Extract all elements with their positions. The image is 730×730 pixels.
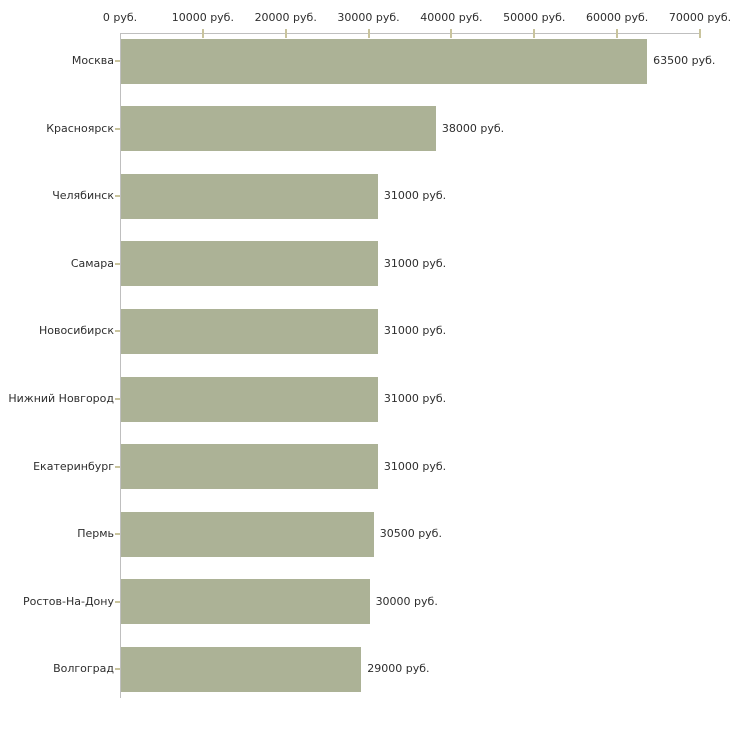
value-label: 31000 руб.: [383, 256, 447, 270]
y-axis-tick: [115, 262, 120, 265]
value-label: 31000 руб.: [383, 324, 447, 338]
x-axis-line: [120, 33, 700, 34]
y-axis-tick: [115, 668, 120, 671]
x-axis-tick: [616, 29, 619, 38]
y-axis-tick: [115, 127, 120, 130]
y-axis-tick: [115, 465, 120, 468]
category-label: Самара: [70, 256, 114, 270]
x-axis-tick: [533, 29, 536, 38]
x-axis-tick: [367, 29, 370, 38]
bar: [121, 173, 378, 219]
category-label: Нижний Новгород: [8, 392, 114, 405]
y-axis-tick: [115, 195, 120, 198]
y-axis-tick: [115, 600, 120, 603]
x-axis-tick-label: 0 руб.: [102, 11, 138, 24]
bar: [121, 444, 378, 490]
bar: [121, 106, 436, 152]
x-axis-tick-label: 10000 руб.: [171, 11, 234, 24]
bar: [121, 241, 378, 287]
bar: [121, 38, 648, 84]
bar: [121, 646, 362, 692]
x-axis-tick: [699, 29, 701, 38]
x-axis-tick: [201, 29, 204, 38]
value-label: 29000 руб.: [367, 662, 430, 676]
x-axis-tick-label: 60000 руб.: [586, 11, 649, 24]
x-axis-tick-label: 70000 руб.: [668, 11, 730, 24]
x-axis-tick-label: 20000 руб.: [254, 11, 317, 24]
bar: [121, 308, 378, 354]
value-label: 30500 руб.: [379, 527, 442, 541]
x-axis-tick: [284, 29, 287, 38]
x-axis-tick-label: 40000 руб.: [420, 11, 483, 24]
bar: [121, 579, 370, 625]
x-axis-tick-label: 50000 руб.: [503, 11, 566, 24]
value-label: 31000 руб.: [383, 189, 447, 203]
value-label: 38000 руб.: [441, 121, 505, 135]
category-label: Волгоград: [53, 662, 114, 676]
value-label: 31000 руб.: [383, 392, 447, 405]
category-label: Красноярск: [46, 121, 114, 135]
x-axis-tick: [450, 29, 453, 38]
category-label: Пермь: [77, 527, 114, 541]
x-axis-tick-label: 30000 руб.: [337, 11, 400, 24]
y-axis-line: [120, 33, 121, 698]
category-label: Москва: [71, 54, 114, 67]
y-axis-tick: [115, 533, 120, 536]
value-label: 31000 руб.: [383, 459, 447, 473]
value-label: 30000 руб.: [375, 594, 438, 608]
y-axis-tick: [115, 60, 120, 62]
category-label: Ростов-На-Дону: [22, 594, 114, 608]
category-label: Екатеринбург: [33, 459, 114, 473]
category-label: Челябинск: [52, 189, 114, 203]
bar: [121, 511, 374, 557]
value-label: 63500 руб.: [653, 54, 716, 67]
y-axis-tick: [115, 398, 120, 400]
y-axis-tick: [115, 330, 120, 333]
bar: [121, 376, 378, 422]
category-label: Новосибирск: [38, 324, 114, 338]
